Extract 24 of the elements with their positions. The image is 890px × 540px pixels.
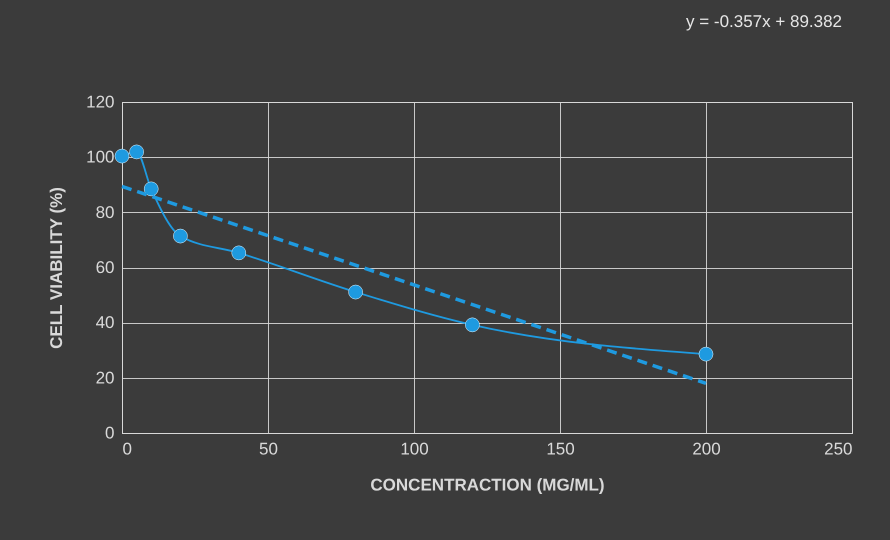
y-tick-label: 60 (96, 258, 114, 277)
y-axis-title: CELL VIABILITY (%) (47, 187, 66, 349)
point (114, 148, 130, 164)
y-tick-label: 80 (96, 202, 114, 222)
x-tick-label: 200 (692, 440, 721, 458)
x-tick-label: 0 (122, 440, 132, 458)
y-tick-label: 120 (86, 92, 114, 112)
text: y = -0.357x + 89.382 (686, 12, 842, 31)
point (348, 284, 363, 300)
y-tick-label: 0 (105, 424, 114, 442)
x-tick-label: 100 (400, 440, 429, 458)
x-axis-title: CONCENTRACTION (MG/ML) (370, 476, 605, 494)
point (465, 318, 480, 332)
point (129, 144, 144, 160)
point (173, 228, 188, 244)
x-tick-label: 50 (259, 440, 278, 458)
x-tick-label: 150 (546, 440, 575, 458)
point (144, 182, 159, 196)
x-tick-label: 250 (824, 440, 852, 458)
y-tick-label: 40 (96, 313, 114, 332)
point (231, 246, 246, 260)
point (698, 346, 714, 362)
y-tick-label: 20 (96, 368, 114, 388)
y-tick-label: 100 (86, 148, 114, 167)
